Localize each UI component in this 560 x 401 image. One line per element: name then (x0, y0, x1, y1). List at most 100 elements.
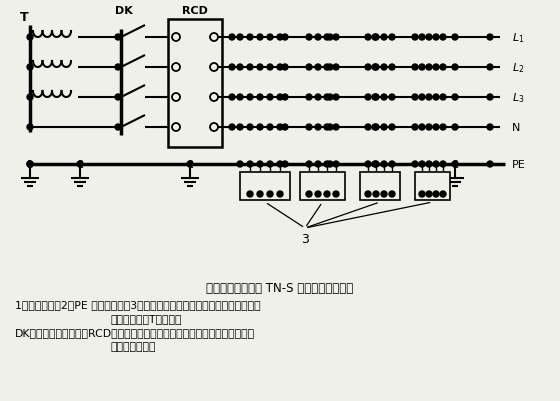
Circle shape (381, 65, 387, 71)
Bar (168, 20, 222, 148)
Circle shape (277, 162, 283, 168)
Circle shape (333, 125, 339, 131)
Circle shape (440, 65, 446, 71)
Circle shape (306, 162, 312, 168)
Circle shape (426, 162, 432, 168)
Circle shape (247, 95, 253, 101)
Circle shape (237, 35, 243, 41)
Circle shape (277, 125, 283, 131)
Circle shape (333, 162, 339, 168)
Circle shape (282, 162, 288, 168)
Text: 2: 2 (452, 160, 458, 170)
Text: N: N (512, 123, 520, 133)
Circle shape (324, 35, 330, 41)
Circle shape (327, 35, 333, 41)
Circle shape (333, 192, 339, 198)
Circle shape (487, 95, 493, 101)
Circle shape (373, 35, 379, 41)
Text: PE: PE (512, 160, 526, 170)
Circle shape (433, 65, 439, 71)
Circle shape (333, 65, 339, 71)
Circle shape (267, 95, 273, 101)
Circle shape (419, 95, 425, 101)
Circle shape (324, 125, 330, 131)
Circle shape (210, 64, 218, 72)
Circle shape (452, 35, 458, 41)
Circle shape (365, 35, 371, 41)
Circle shape (419, 192, 425, 198)
Circle shape (277, 95, 283, 101)
Circle shape (277, 192, 283, 198)
Circle shape (315, 125, 321, 131)
Circle shape (487, 162, 493, 168)
Circle shape (433, 95, 439, 101)
Circle shape (412, 35, 418, 41)
Circle shape (237, 125, 243, 131)
Circle shape (306, 125, 312, 131)
Circle shape (373, 65, 379, 71)
Circle shape (229, 95, 235, 101)
Circle shape (257, 125, 263, 131)
Circle shape (372, 35, 378, 41)
Circle shape (115, 65, 121, 71)
Circle shape (487, 65, 493, 71)
Circle shape (327, 65, 333, 71)
Circle shape (426, 35, 432, 41)
Text: $L_3$: $L_3$ (512, 91, 525, 105)
Circle shape (237, 65, 243, 71)
Circle shape (452, 125, 458, 131)
Circle shape (433, 192, 439, 198)
Circle shape (426, 192, 432, 198)
Circle shape (306, 95, 312, 101)
Circle shape (365, 162, 371, 168)
Circle shape (412, 65, 418, 71)
Circle shape (27, 95, 33, 101)
Circle shape (381, 125, 387, 131)
Circle shape (187, 162, 193, 168)
Circle shape (327, 125, 333, 131)
Bar (415, 172, 450, 200)
Circle shape (257, 65, 263, 71)
Circle shape (315, 65, 321, 71)
Circle shape (324, 192, 330, 198)
Text: 专用变压器供电时 TN-S 接零保护系统示意: 专用变压器供电时 TN-S 接零保护系统示意 (207, 281, 353, 294)
Circle shape (282, 65, 288, 71)
Circle shape (324, 95, 330, 101)
Text: 2: 2 (77, 160, 83, 170)
Circle shape (365, 95, 371, 101)
Circle shape (412, 95, 418, 101)
Circle shape (381, 162, 387, 168)
Circle shape (440, 35, 446, 41)
Circle shape (277, 35, 283, 41)
Circle shape (229, 65, 235, 71)
Circle shape (172, 34, 180, 42)
Circle shape (372, 65, 378, 71)
Circle shape (282, 125, 288, 131)
Circle shape (426, 125, 432, 131)
Circle shape (452, 162, 458, 168)
Circle shape (487, 35, 493, 41)
Circle shape (372, 162, 378, 168)
Circle shape (172, 124, 180, 132)
Text: 1: 1 (27, 160, 33, 170)
Circle shape (237, 95, 243, 101)
Text: $L_2$: $L_2$ (512, 61, 524, 75)
Circle shape (257, 95, 263, 101)
Circle shape (426, 95, 432, 101)
Circle shape (27, 162, 33, 168)
Circle shape (389, 125, 395, 131)
Circle shape (282, 35, 288, 41)
Circle shape (306, 35, 312, 41)
Circle shape (419, 162, 425, 168)
Circle shape (327, 162, 333, 168)
Circle shape (247, 192, 253, 198)
Circle shape (452, 65, 458, 71)
Circle shape (433, 162, 439, 168)
Circle shape (373, 125, 379, 131)
Circle shape (452, 95, 458, 101)
Circle shape (373, 192, 379, 198)
Circle shape (333, 35, 339, 41)
Circle shape (257, 35, 263, 41)
Circle shape (419, 65, 425, 71)
Circle shape (267, 192, 273, 198)
